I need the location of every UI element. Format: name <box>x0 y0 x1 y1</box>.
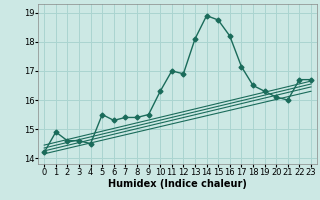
X-axis label: Humidex (Indice chaleur): Humidex (Indice chaleur) <box>108 179 247 189</box>
